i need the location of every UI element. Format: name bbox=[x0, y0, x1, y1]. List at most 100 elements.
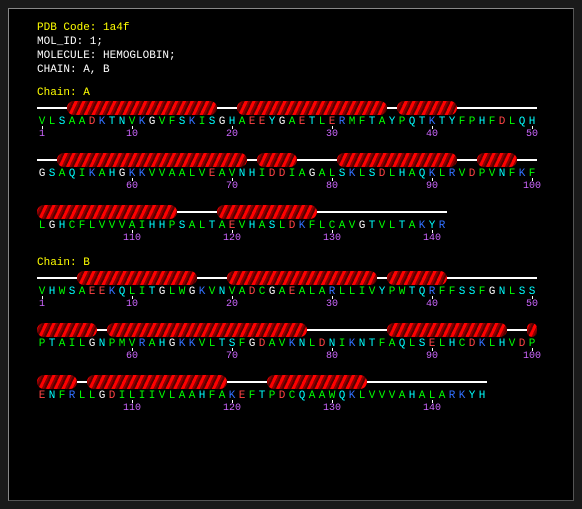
residue: K bbox=[107, 285, 117, 299]
residue: D bbox=[317, 337, 327, 351]
residue: G bbox=[217, 115, 227, 129]
residue: A bbox=[317, 389, 327, 403]
coil-segment bbox=[177, 211, 217, 213]
ruler-tick: 1 bbox=[39, 299, 45, 310]
residue: F bbox=[377, 337, 387, 351]
residue: F bbox=[357, 115, 367, 129]
secondary-structure-track bbox=[37, 271, 537, 285]
residue: Y bbox=[387, 115, 397, 129]
ruler-row: 60708090100 bbox=[37, 181, 573, 195]
residue: G bbox=[487, 285, 497, 299]
residue: W bbox=[177, 285, 187, 299]
residue: H bbox=[477, 389, 487, 403]
helix-segment bbox=[67, 101, 217, 115]
residue: A bbox=[217, 389, 227, 403]
residue: K bbox=[287, 337, 297, 351]
residue: H bbox=[147, 219, 157, 233]
residue: G bbox=[47, 219, 57, 233]
coil-segment bbox=[457, 107, 537, 109]
coil-segment bbox=[247, 159, 257, 161]
residue: H bbox=[157, 219, 167, 233]
residue: G bbox=[87, 337, 97, 351]
residue: K bbox=[137, 167, 147, 181]
residue: L bbox=[77, 389, 87, 403]
residue: M bbox=[347, 115, 357, 129]
helix-segment bbox=[57, 153, 247, 167]
header-block: PDB Code: 1a4f MOL_ID: 1; MOLECULE: HEMO… bbox=[37, 21, 573, 77]
sequence-row: LGHCFLVVVAIHHPSALTAEVHASLDKFLCAVGTVLTAKY… bbox=[37, 219, 573, 233]
helix-segment bbox=[257, 153, 297, 167]
coil-segment bbox=[507, 329, 527, 331]
residue: D bbox=[467, 167, 477, 181]
residue: C bbox=[257, 285, 267, 299]
ruler-tick: 100 bbox=[523, 351, 541, 362]
residue: V bbox=[387, 389, 397, 403]
residue: T bbox=[107, 115, 117, 129]
residue: H bbox=[397, 167, 407, 181]
residue: H bbox=[407, 389, 417, 403]
residue: S bbox=[267, 219, 277, 233]
residue: L bbox=[277, 219, 287, 233]
residue: T bbox=[367, 337, 377, 351]
ruler-tick: 10 bbox=[126, 129, 138, 140]
residue: L bbox=[317, 115, 327, 129]
residue: F bbox=[507, 167, 517, 181]
ruler-tick: 120 bbox=[223, 403, 241, 414]
molecule-name: MOLECULE: HEMOGLOBIN; bbox=[37, 49, 573, 63]
sequence-row: ENFRLLGDILIIVLAAHFAKEFTPDCQAAWQKLVVVAHAL… bbox=[37, 389, 573, 403]
helix-segment bbox=[267, 375, 367, 389]
residue: P bbox=[37, 337, 47, 351]
coil-segment bbox=[517, 159, 537, 161]
residue: Y bbox=[377, 285, 387, 299]
ruler-tick: 130 bbox=[323, 403, 341, 414]
residue: D bbox=[87, 115, 97, 129]
residue: A bbox=[337, 219, 347, 233]
ruler-tick: 140 bbox=[423, 403, 441, 414]
coil-segment bbox=[297, 159, 337, 161]
residue: Q bbox=[397, 337, 407, 351]
residue: L bbox=[407, 337, 417, 351]
ruler-tick: 60 bbox=[126, 351, 138, 362]
residue: S bbox=[367, 167, 377, 181]
helix-segment bbox=[387, 271, 447, 285]
residue: G bbox=[37, 167, 47, 181]
residue: K bbox=[517, 167, 527, 181]
helix-segment bbox=[37, 323, 97, 337]
sequence-block: PTAILGNPMVRAHGKKVLTSFGDAVKNLDNIKNTFAQLSE… bbox=[37, 323, 573, 365]
residue: A bbox=[277, 285, 287, 299]
residue: L bbox=[387, 219, 397, 233]
helix-segment bbox=[107, 323, 307, 337]
residue: A bbox=[167, 167, 177, 181]
residue: M bbox=[117, 337, 127, 351]
residue: E bbox=[287, 285, 297, 299]
residue: Q bbox=[417, 167, 427, 181]
residue: L bbox=[507, 285, 517, 299]
ruler-tick: 130 bbox=[323, 233, 341, 244]
ruler-tick: 1 bbox=[39, 129, 45, 140]
residue: A bbox=[97, 167, 107, 181]
residue: E bbox=[37, 389, 47, 403]
residue: A bbox=[417, 389, 427, 403]
residue: D bbox=[277, 167, 287, 181]
residue: Q bbox=[67, 167, 77, 181]
residue: E bbox=[297, 115, 307, 129]
residue: S bbox=[207, 115, 217, 129]
residue: P bbox=[267, 389, 277, 403]
residue: Q bbox=[337, 389, 347, 403]
residue: V bbox=[207, 285, 217, 299]
residue: V bbox=[377, 219, 387, 233]
residue: S bbox=[517, 285, 527, 299]
residue: L bbox=[387, 167, 397, 181]
residue: W bbox=[397, 285, 407, 299]
residue: G bbox=[147, 115, 157, 129]
residue: A bbox=[317, 285, 327, 299]
helix-segment bbox=[37, 375, 77, 389]
residue: F bbox=[237, 337, 247, 351]
coil-segment bbox=[227, 381, 267, 383]
residue: T bbox=[207, 219, 217, 233]
residue: I bbox=[357, 285, 367, 299]
sequence-block: VHWSAEEKQLITGLWGKVNVADCGAEALARLLIVYPWTQR… bbox=[37, 271, 573, 313]
residue: L bbox=[307, 337, 317, 351]
residue: A bbox=[217, 219, 227, 233]
helix-segment bbox=[227, 271, 377, 285]
